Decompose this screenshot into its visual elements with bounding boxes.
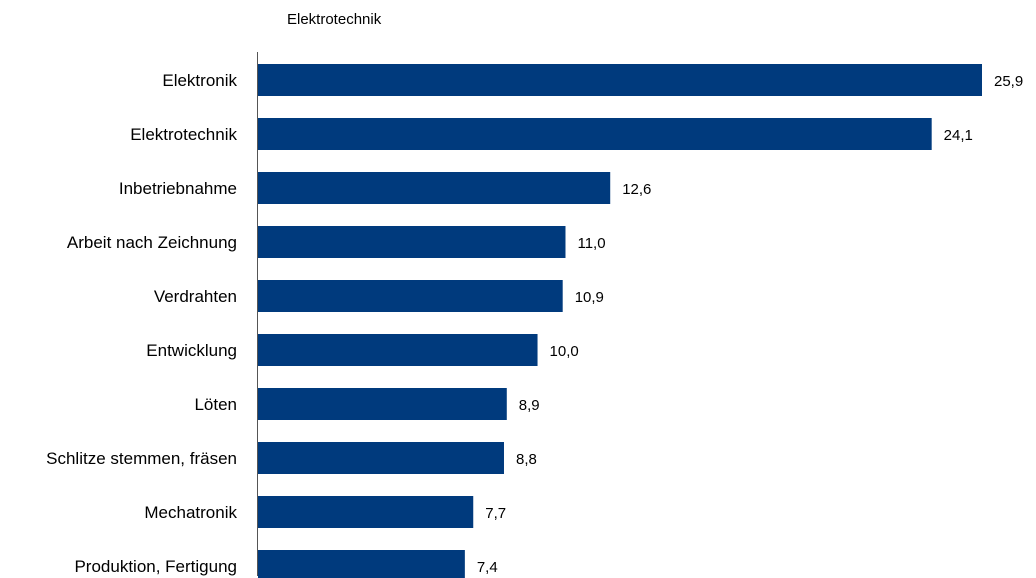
category-label: Produktion, Fertigung xyxy=(74,557,237,576)
category-label: Elektronik xyxy=(162,71,237,90)
bar xyxy=(258,388,507,420)
category-label: Schlitze stemmen, fräsen xyxy=(46,449,237,468)
bar xyxy=(258,280,563,312)
bar xyxy=(258,172,611,204)
category-label: Löten xyxy=(194,395,237,414)
value-label: 12,6 xyxy=(622,181,651,198)
value-label: 8,8 xyxy=(516,451,537,468)
category-label: Arbeit nach Zeichnung xyxy=(67,233,237,252)
bar xyxy=(258,64,982,96)
value-label: 25,9 xyxy=(994,73,1023,90)
value-label: 11,0 xyxy=(577,235,605,252)
bar xyxy=(258,118,932,150)
value-label: 10,0 xyxy=(550,343,579,360)
bar xyxy=(258,550,465,578)
value-label: 10,9 xyxy=(575,289,604,306)
bar xyxy=(258,442,504,474)
value-label: 24,1 xyxy=(944,127,973,144)
value-label: 8,9 xyxy=(519,397,540,414)
category-label: Verdrahten xyxy=(154,287,237,306)
chart-title: Elektrotechnik xyxy=(287,11,382,28)
value-label: 7,4 xyxy=(477,559,498,576)
bar xyxy=(258,496,474,528)
category-label: Inbetriebnahme xyxy=(119,179,237,198)
category-label: Elektrotechnik xyxy=(130,125,237,144)
bar xyxy=(258,226,566,258)
category-label: Entwicklung xyxy=(146,341,237,360)
bars-layer: Elektronik 25,9 Elektrotechnik 24,1 Inbetrie… xyxy=(46,64,1023,578)
value-label: 7,7 xyxy=(485,505,506,522)
category-label: Mechatronik xyxy=(144,503,237,522)
bar xyxy=(258,334,538,366)
